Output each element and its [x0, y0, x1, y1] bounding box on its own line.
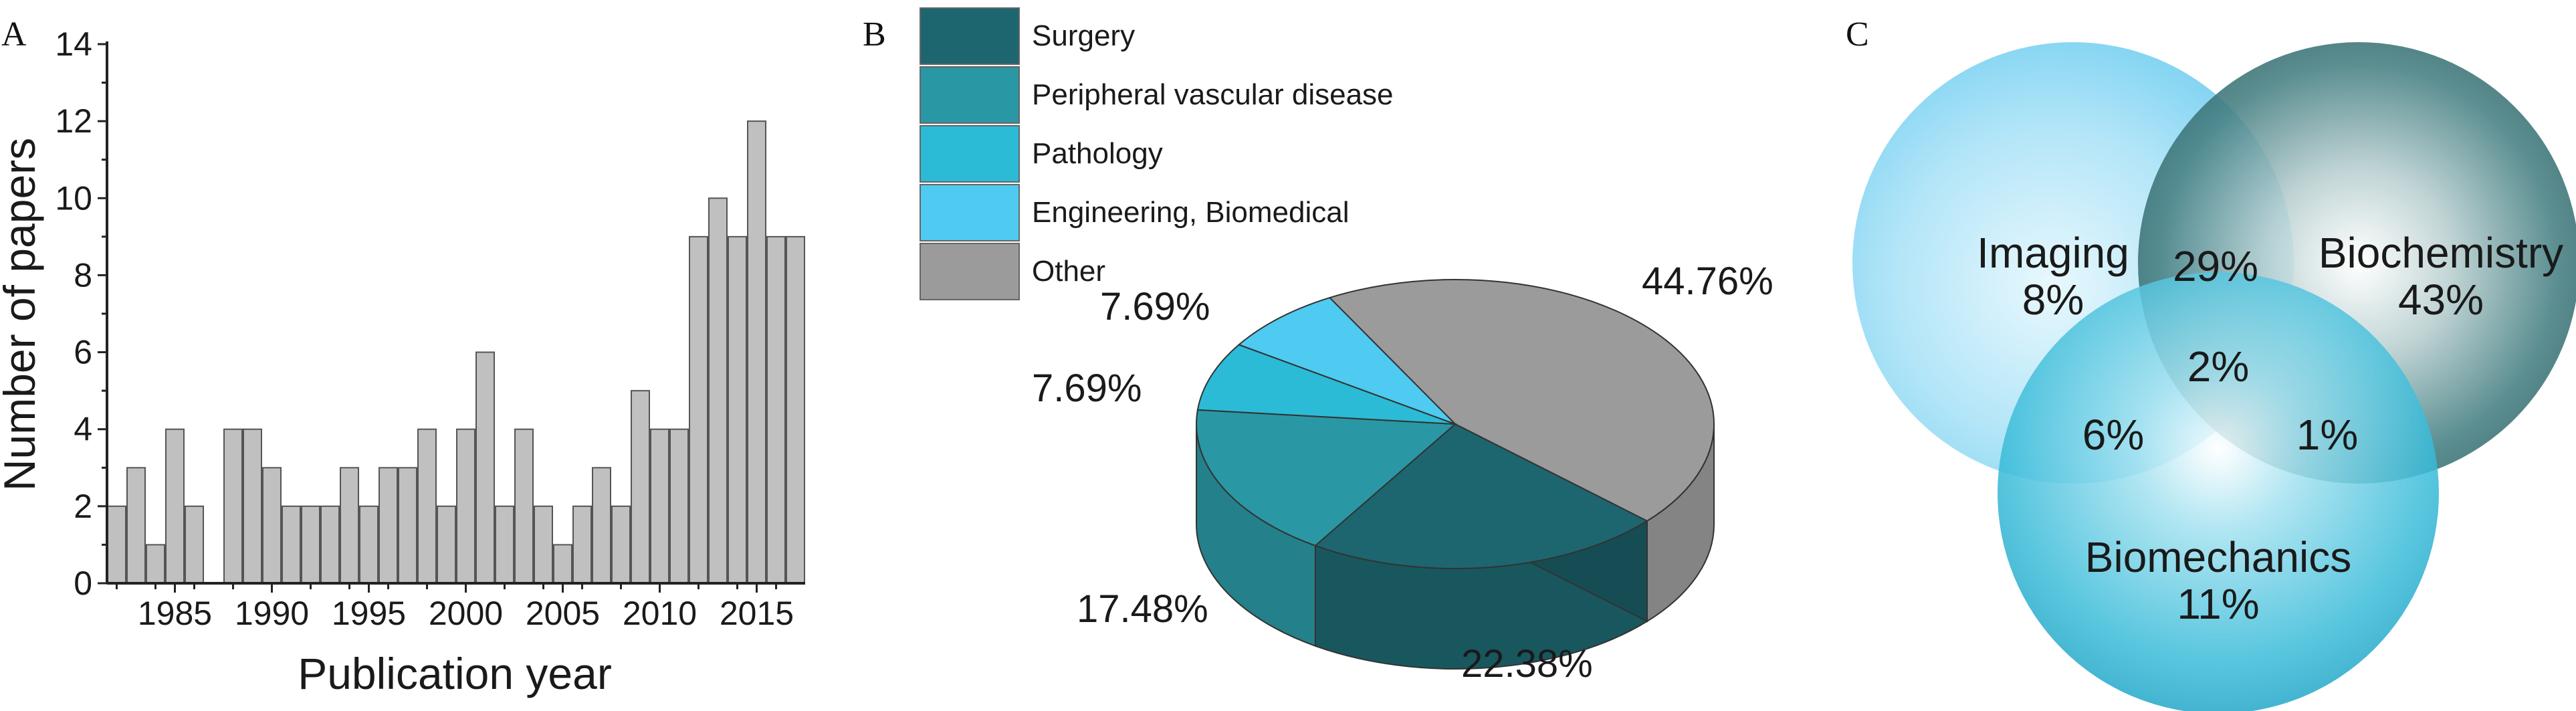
legend-swatch-4 — [920, 243, 1020, 300]
x-tick-label: 2005 — [526, 595, 600, 632]
pie-labels: 44.76% 22.38% 17.48% 7.69% 7.69% — [1032, 260, 1774, 686]
bar-2013 — [708, 197, 728, 584]
bar-2008 — [611, 505, 631, 584]
venn-overlap-imaging-biochemistry: 29% — [2173, 242, 2258, 290]
bar-1998 — [417, 428, 437, 585]
panel-label-c: C — [1846, 15, 1869, 54]
bar-1991 — [282, 505, 301, 584]
legend-label-3: Engineering, Biomedical — [1032, 196, 1350, 229]
pie-label-surgery: 22.38% — [1461, 642, 1593, 686]
y-tick-label: 2 — [74, 488, 92, 525]
bar-2010 — [650, 428, 669, 585]
bar-1996 — [379, 467, 398, 584]
legend-swatch-0 — [920, 7, 1020, 65]
pie-label-engineering: 7.69% — [1100, 285, 1210, 328]
legend-label-2: Pathology — [1032, 137, 1163, 170]
venn-value-imaging: 8% — [2022, 276, 2084, 324]
bar-2017 — [786, 235, 805, 585]
x-tick-label: 2015 — [720, 595, 794, 632]
venn-overlap-all: 2% — [2187, 342, 2250, 391]
y-axis-title: Number of papers — [0, 138, 44, 491]
venn-circle-biomechanics — [1998, 272, 2439, 711]
legend-label-0: Surgery — [1032, 19, 1135, 52]
panel-b: B Surgery Peripheral vascular disease Path… — [863, 7, 1774, 686]
pie-label-other: 44.76% — [1642, 260, 1774, 303]
bar-2011 — [669, 428, 689, 585]
y-tick-label: 8 — [74, 256, 92, 294]
pie-legend: Surgery Peripheral vascular disease Pathol… — [920, 7, 1394, 300]
bar-2002 — [495, 505, 514, 584]
bar-1995 — [359, 505, 379, 584]
x-tick-label: 2000 — [429, 595, 503, 632]
x-tick-label: 2010 — [623, 595, 697, 632]
venn-value-biomechanics: 11% — [2177, 580, 2259, 628]
y-tick-label: 6 — [74, 334, 92, 371]
panel-label-a: A — [1, 15, 27, 54]
x-axis-title: Publication year — [298, 649, 612, 698]
legend-label-1: Peripheral vascular disease — [1032, 78, 1394, 111]
bar-1997 — [398, 467, 417, 584]
legend-swatch-2 — [920, 125, 1020, 183]
pie-3d — [1196, 279, 1715, 670]
venn-overlap-imaging-biomechanics: 6% — [2082, 411, 2145, 459]
bar-2016 — [766, 235, 786, 585]
venn-value-biochemistry: 43% — [2398, 276, 2484, 324]
x-tick-label: 1990 — [235, 595, 309, 632]
x-tick-label: 1985 — [138, 595, 212, 632]
bar-1986 — [185, 505, 204, 584]
venn-label-imaging: Imaging — [1977, 229, 2129, 277]
bar-2015 — [747, 120, 766, 584]
bar-1988 — [223, 428, 243, 585]
bar-1990 — [262, 467, 282, 584]
legend-label-4: Other — [1032, 255, 1105, 288]
bar-2004 — [534, 505, 553, 584]
bar-1985 — [165, 428, 185, 585]
axes-a: 0 2 4 6 8 10 12 14 1985 1990 1995 2000 2005 2010 2015 — [55, 25, 805, 632]
bar-1989 — [243, 428, 262, 585]
bar-2001 — [475, 351, 495, 584]
bar-1984 — [146, 544, 165, 585]
panel-a: A 0 2 4 6 8 10 12 14 1985 1990 1995 2000 2005 2010 201… — [0, 15, 805, 698]
bar-1993 — [320, 505, 340, 584]
bar-2007 — [592, 467, 611, 584]
panel-c: C Imaging 8% Biochemistry 43% Biomechani… — [1846, 15, 2576, 711]
bar-2005 — [553, 544, 572, 585]
pie-slice-engineering-biomedical — [1237, 296, 1456, 425]
pie-slice-pathology — [1196, 344, 1456, 425]
legend-swatch-1 — [920, 66, 1020, 124]
bar-series — [107, 120, 805, 585]
bar-1999 — [437, 505, 456, 584]
pie-label-pathology: 7.69% — [1032, 367, 1142, 410]
bar-2000 — [456, 428, 475, 585]
pie-label-pvd: 17.48% — [1077, 587, 1208, 631]
x-tick-label: 1995 — [332, 595, 406, 632]
bar-2006 — [572, 505, 592, 584]
pie-slice-surgery — [1313, 423, 1649, 569]
bar-1983 — [126, 467, 146, 584]
bar-1982 — [107, 505, 126, 584]
pie-slice-peripheral-vascular-disease — [1196, 409, 1457, 546]
venn-overlap-biochemistry-biomechanics: 1% — [2296, 411, 2359, 459]
bar-2012 — [689, 235, 708, 585]
panel-label-b: B — [863, 15, 886, 54]
y-tick-label: 0 — [74, 565, 92, 602]
y-tick-label: 12 — [55, 102, 92, 140]
y-tick-label: 4 — [74, 411, 92, 448]
pie-slice-other — [1328, 279, 1715, 522]
bar-1994 — [340, 467, 359, 584]
bar-2003 — [514, 428, 534, 585]
y-tick-label: 10 — [55, 179, 92, 217]
venn-label-biochemistry: Biochemistry — [2319, 229, 2563, 277]
bar-2009 — [631, 390, 650, 585]
legend-swatch-3 — [920, 184, 1020, 241]
bar-1992 — [301, 505, 320, 584]
bar-2014 — [728, 235, 747, 585]
y-tick-label: 14 — [55, 25, 92, 63]
venn-label-biomechanics: Biomechanics — [2085, 533, 2351, 581]
